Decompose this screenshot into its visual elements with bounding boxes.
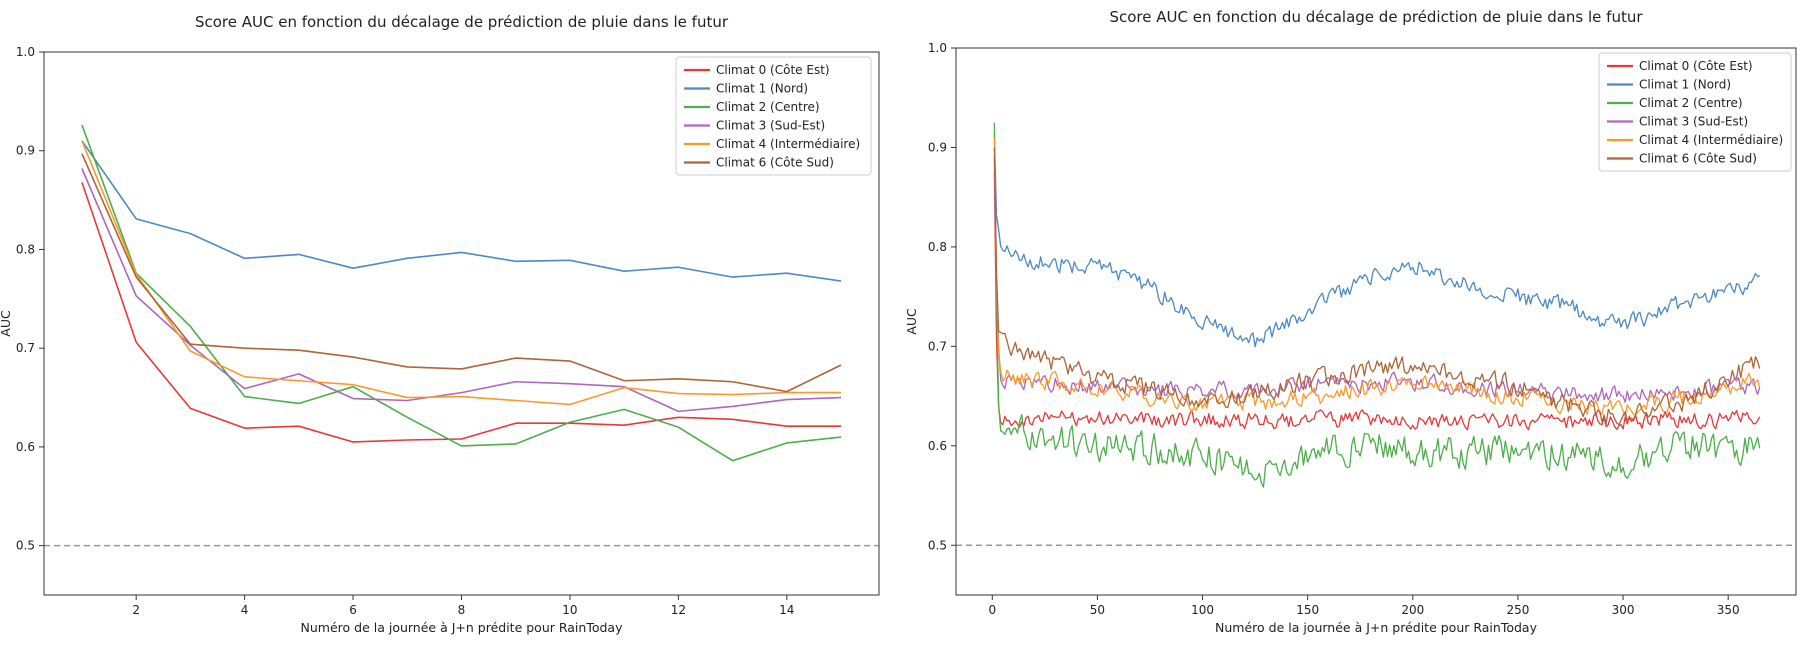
x-tick-label: 200	[1401, 603, 1424, 617]
series-line-4	[993, 157, 1761, 403]
series-line-3	[81, 124, 842, 462]
chart-panel-1: Score AUC en fonction du décalage de pré…	[0, 13, 880, 635]
series-line-3	[993, 122, 1761, 488]
legend-box	[675, 56, 872, 176]
legend: Climat 0 (Côte Est) Climat 1 (Nord) Climat…	[675, 56, 872, 176]
series-line-5	[993, 137, 1761, 417]
y-tick-label: 0.5	[928, 538, 947, 552]
series-line-1	[993, 172, 1761, 431]
legend-label: Climat 3 (Sud-Est)	[1639, 115, 1748, 129]
axes-frame	[955, 47, 1797, 596]
y-tick-label: 0.6	[928, 439, 947, 453]
series-line-2	[993, 132, 1761, 348]
legend-label: Climat 0 (Côte Est)	[1639, 59, 1753, 73]
legend-label: Climat 6 (Côte Sud)	[716, 156, 834, 170]
chart-panel-2: Score AUC en fonction du décalage de pré…	[904, 8, 1797, 635]
y-tick-label: 0.8	[928, 240, 947, 254]
x-tick-label: 2	[132, 603, 140, 617]
x-tick-label: 150	[1296, 603, 1319, 617]
x-tick-label: 6	[349, 603, 357, 617]
legend-label: Climat 2 (Centre)	[1639, 96, 1743, 110]
x-tick-label: 50	[1090, 603, 1105, 617]
legend: Climat 0 (Côte Est) Climat 1 (Nord) Climat…	[1598, 52, 1792, 172]
x-axis-label: Numéro de la journée à J+n prédite pour …	[301, 620, 624, 635]
legend-box	[1598, 52, 1792, 172]
x-tick-label: 100	[1191, 603, 1214, 617]
series-line-5	[81, 140, 842, 406]
legend-label: Climat 2 (Centre)	[716, 100, 820, 114]
x-tick-label: 0	[988, 603, 996, 617]
series-line-4	[81, 168, 842, 413]
chart-title: Score AUC en fonction du décalage de pré…	[1109, 8, 1643, 26]
y-tick-label: 0.8	[16, 242, 35, 256]
y-tick-label: 0.9	[16, 144, 35, 158]
x-axis-label: Numéro de la journée à J+n prédite pour …	[1215, 620, 1538, 635]
chart-title: Score AUC en fonction du décalage de pré…	[195, 13, 729, 31]
series-line-2	[81, 140, 842, 282]
legend-label: Climat 4 (Intermédiaire)	[716, 137, 860, 151]
x-tick-label: 250	[1506, 603, 1529, 617]
legend-label: Climat 3 (Sud-Est)	[716, 119, 825, 133]
series-line-6	[81, 153, 842, 393]
x-tick-label: 14	[779, 603, 794, 617]
y-tick-label: 1.0	[16, 45, 35, 59]
legend-label: Climat 1 (Nord)	[716, 82, 808, 96]
legend-label: Climat 4 (Intermédiaire)	[1639, 133, 1783, 147]
x-tick-label: 4	[241, 603, 249, 617]
y-axis-label: AUC	[0, 310, 13, 337]
x-tick-label: 350	[1717, 603, 1740, 617]
legend-label: Climat 1 (Nord)	[1639, 78, 1731, 92]
y-tick-label: 0.9	[928, 140, 947, 154]
x-tick-label: 300	[1612, 603, 1635, 617]
y-tick-label: 0.5	[16, 539, 35, 553]
y-tick-label: 1.0	[928, 41, 947, 55]
x-tick-label: 10	[562, 603, 577, 617]
series-line-1	[81, 182, 842, 443]
y-axis-label: AUC	[904, 308, 919, 335]
x-tick-label: 12	[671, 603, 686, 617]
x-tick-label: 8	[458, 603, 466, 617]
y-tick-label: 0.6	[16, 440, 35, 454]
y-tick-label: 0.7	[16, 341, 35, 355]
y-tick-label: 0.7	[928, 339, 947, 353]
legend-label: Climat 6 (Côte Sud)	[1639, 152, 1757, 166]
legend-label: Climat 0 (Côte Est)	[716, 63, 830, 77]
series-line-6	[993, 147, 1761, 426]
